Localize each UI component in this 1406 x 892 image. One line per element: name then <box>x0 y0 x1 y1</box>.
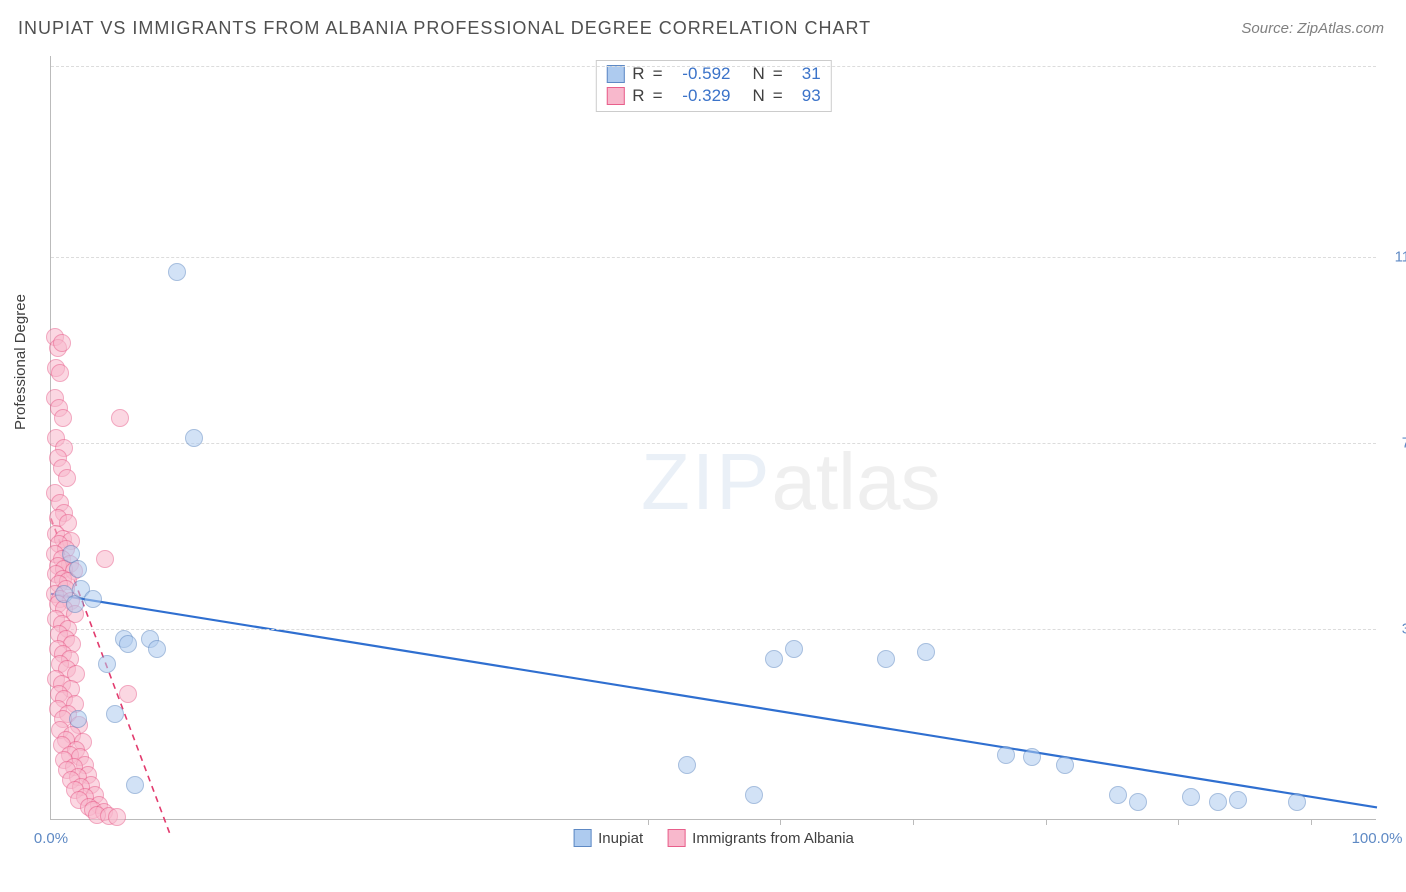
legend-swatch <box>606 65 624 83</box>
scatter-point <box>168 263 186 281</box>
scatter-point <box>917 643 935 661</box>
scatter-point <box>997 746 1015 764</box>
legend-swatch <box>667 829 685 847</box>
trend-lines <box>51 56 1376 819</box>
stat-N-label: N <box>753 86 765 106</box>
source-label: Source: <box>1241 20 1297 37</box>
scatter-point <box>1109 786 1127 804</box>
scatter-point <box>1229 791 1247 809</box>
scatter-point <box>106 705 124 723</box>
watermark-zip: ZIP <box>641 437 771 526</box>
scatter-point <box>148 640 166 658</box>
watermark: ZIPatlas <box>641 436 940 528</box>
x-tick <box>648 819 649 825</box>
stat-N-value: 93 <box>791 86 821 106</box>
grid-line <box>51 629 1376 630</box>
y-tick-label: 7.5% <box>1382 435 1406 452</box>
scatter-point <box>745 786 763 804</box>
stat-R-label: R <box>632 86 644 106</box>
scatter-point <box>119 685 137 703</box>
scatter-point <box>1023 748 1041 766</box>
chart-title: INUPIAT VS IMMIGRANTS FROM ALBANIA PROFE… <box>18 18 871 39</box>
equals-label: = <box>773 86 783 106</box>
scatter-point <box>98 655 116 673</box>
y-tick-label: 11.2% <box>1382 249 1406 266</box>
scatter-point <box>69 710 87 728</box>
scatter-point <box>678 756 696 774</box>
legend-stat-row: R = -0.329 N = 93 <box>606 85 820 107</box>
stat-R-value: -0.329 <box>671 86 731 106</box>
x-tick-label: 100.0% <box>1352 830 1403 847</box>
scatter-point <box>785 640 803 658</box>
x-tick <box>1178 819 1179 825</box>
scatter-point <box>1129 793 1147 811</box>
scatter-point <box>1056 756 1074 774</box>
source-name: ZipAtlas.com <box>1297 20 1384 37</box>
scatter-point <box>765 650 783 668</box>
scatter-point <box>119 635 137 653</box>
scatter-point <box>84 590 102 608</box>
watermark-atlas: atlas <box>771 437 940 526</box>
scatter-point <box>54 409 72 427</box>
scatter-point <box>1288 793 1306 811</box>
x-tick <box>780 819 781 825</box>
source-attribution: Source: ZipAtlas.com <box>1241 20 1384 37</box>
scatter-point <box>111 409 129 427</box>
y-tick-label: 3.8% <box>1382 621 1406 638</box>
scatter-point <box>108 808 126 826</box>
scatter-point <box>1182 788 1200 806</box>
plot-area: ZIPatlas R=-0.592N=31R=-0.329N=93 Inupia… <box>50 56 1376 820</box>
grid-line <box>51 443 1376 444</box>
x-tick <box>1311 819 1312 825</box>
x-tick <box>913 819 914 825</box>
grid-line <box>51 257 1376 258</box>
legend-label: Immigrants from Albania <box>692 830 854 847</box>
legend-item: Inupiat <box>573 829 643 847</box>
legend-item: Immigrants from Albania <box>667 829 854 847</box>
scatter-point <box>53 334 71 352</box>
scatter-point <box>1209 793 1227 811</box>
chart-container: INUPIAT VS IMMIGRANTS FROM ALBANIA PROFE… <box>0 0 1406 892</box>
legend-swatch <box>573 829 591 847</box>
scatter-point <box>877 650 895 668</box>
grid-line <box>51 66 1376 67</box>
equals-label: = <box>653 86 663 106</box>
trend-line <box>51 594 1377 808</box>
x-tick-label: 0.0% <box>34 830 68 847</box>
x-tick <box>1046 819 1047 825</box>
scatter-point <box>69 560 87 578</box>
scatter-point <box>126 776 144 794</box>
scatter-point <box>58 469 76 487</box>
legend-label: Inupiat <box>598 830 643 847</box>
scatter-point <box>185 429 203 447</box>
y-axis-title: Professional Degree <box>12 294 29 430</box>
scatter-point <box>96 550 114 568</box>
legend-swatch <box>606 87 624 105</box>
scatter-point <box>51 364 69 382</box>
series-legend: Inupiat Immigrants from Albania <box>573 829 854 847</box>
correlation-legend-box: R=-0.592N=31R=-0.329N=93 <box>595 60 831 112</box>
